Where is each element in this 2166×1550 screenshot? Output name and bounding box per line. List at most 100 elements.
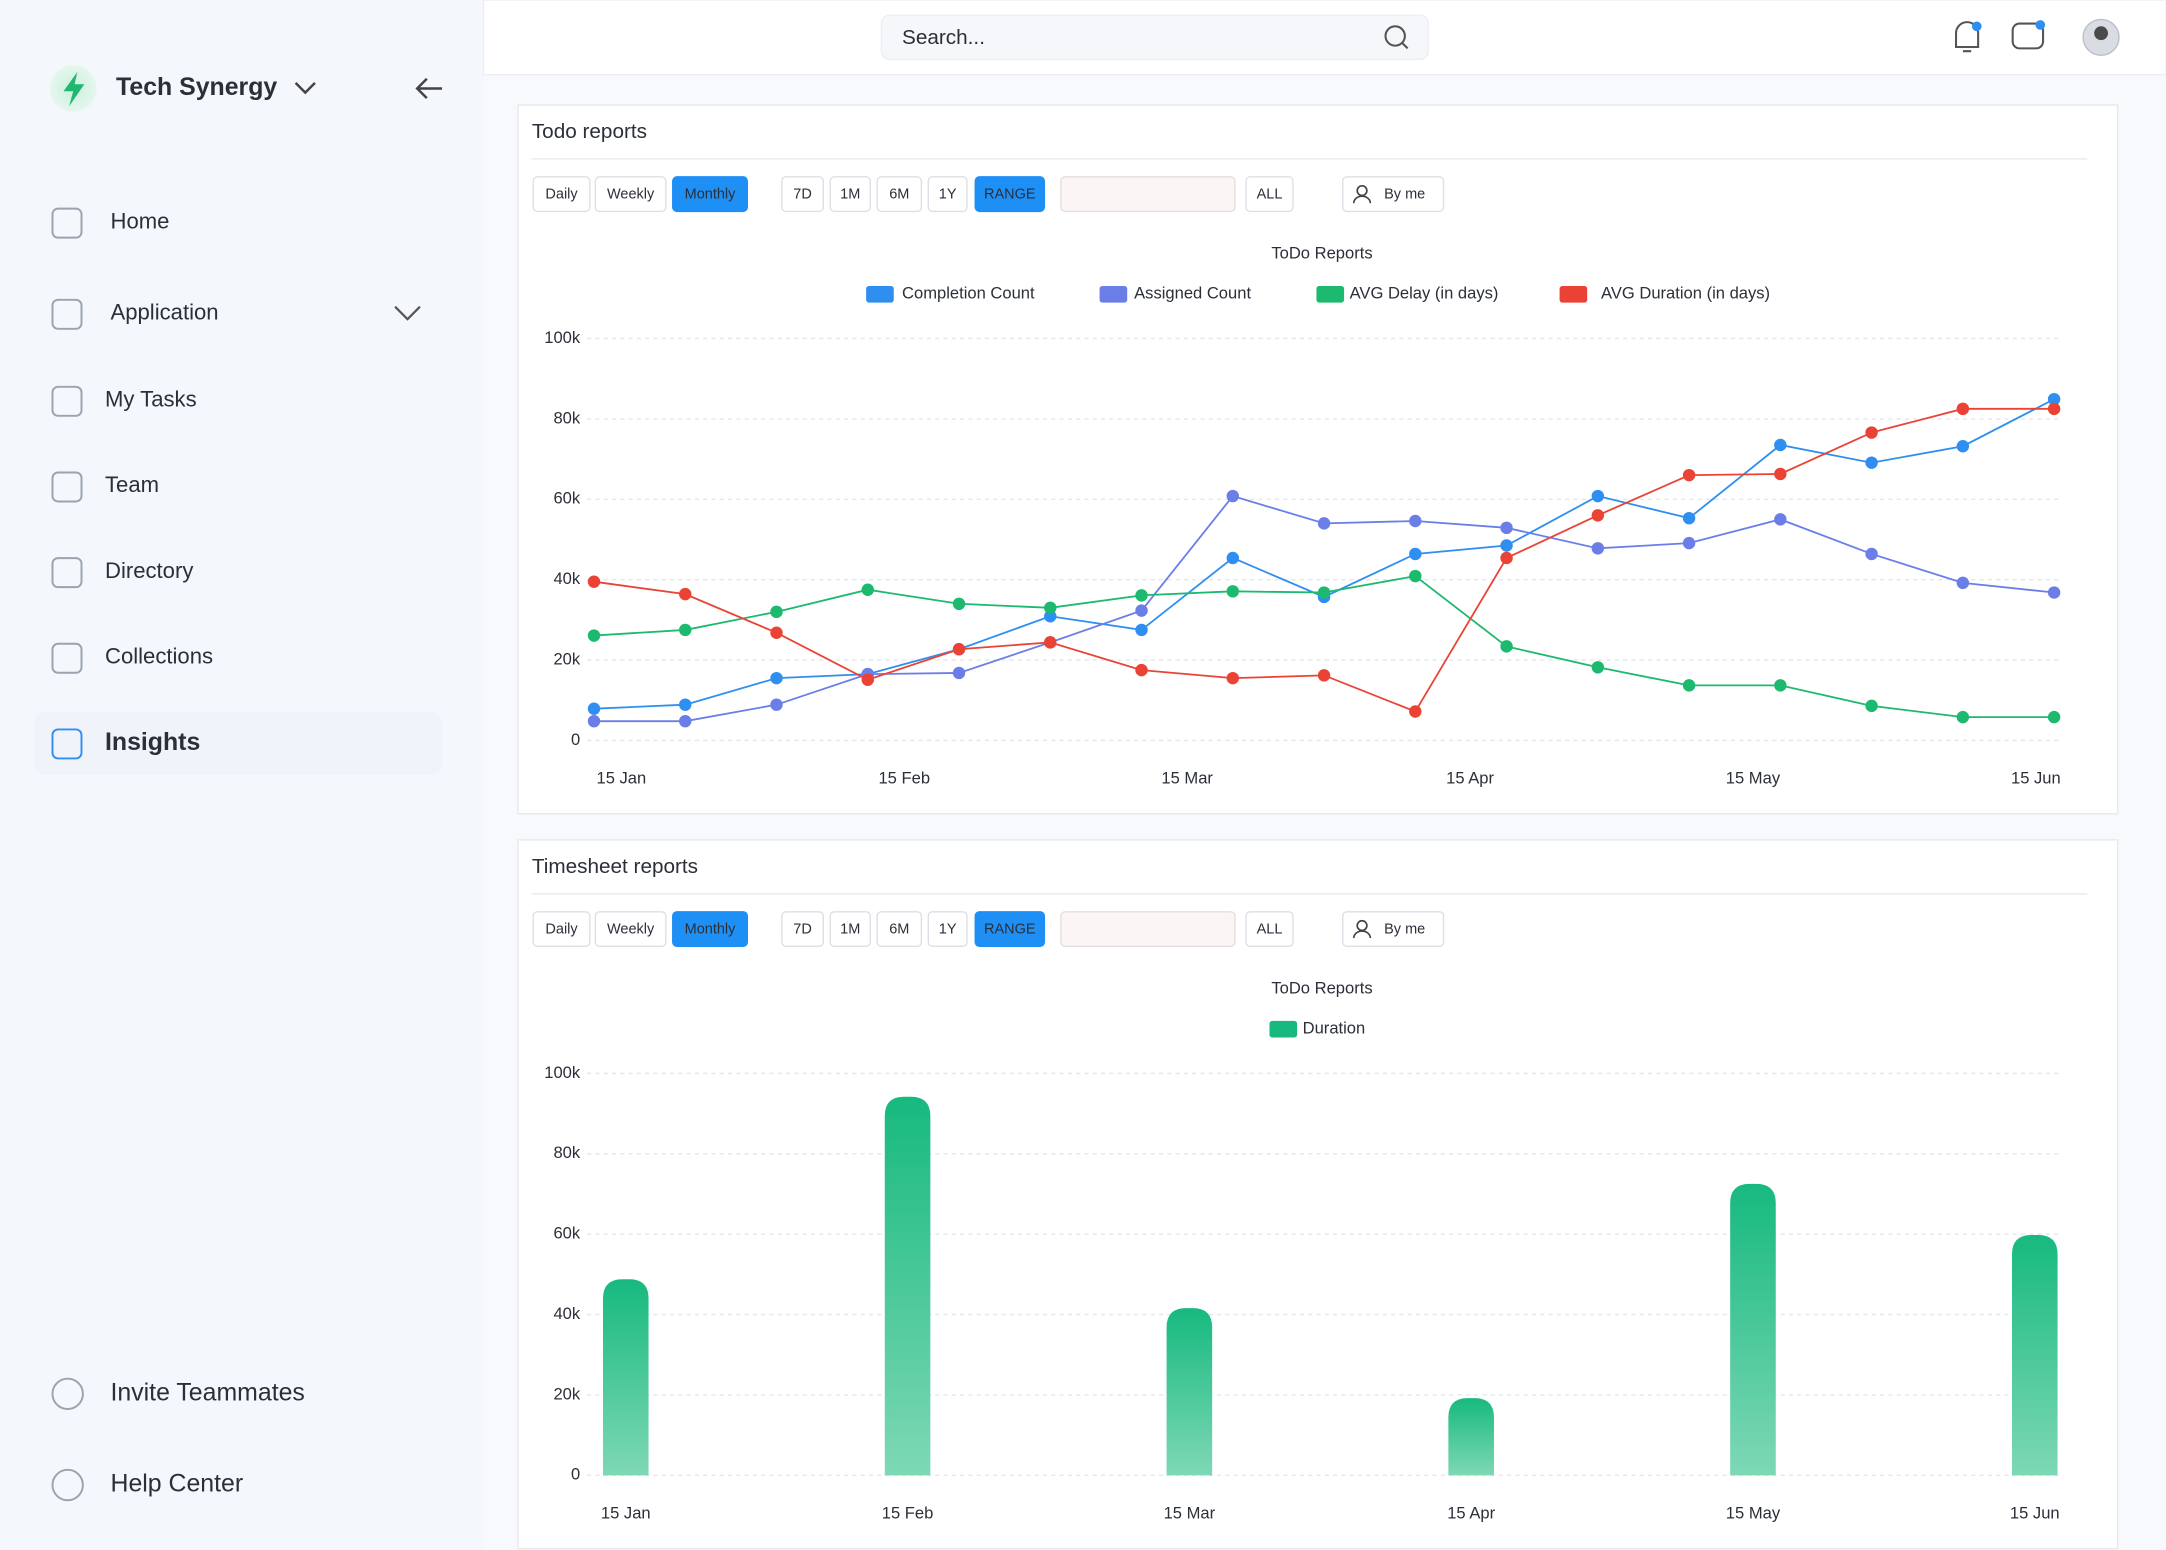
filter-button[interactable] [532,911,591,947]
data-point[interactable] [770,698,783,711]
filter-button[interactable] [1245,176,1294,213]
data-point[interactable] [2047,710,2061,724]
legend-swatch[interactable] [1559,285,1588,303]
data-point[interactable] [587,714,601,728]
data-point[interactable] [587,629,601,642]
application-chevron[interactable] [394,305,421,321]
messages[interactable] [2011,22,2045,50]
data-point[interactable] [952,642,966,656]
data-point[interactable] [679,698,692,711]
bar[interactable] [1448,1398,1494,1476]
data-point[interactable] [1317,586,1331,599]
bar[interactable] [602,1279,649,1476]
search-box[interactable] [880,14,1430,61]
data-point[interactable] [1865,456,1878,469]
data-point[interactable] [1409,569,1422,583]
data-point[interactable] [1682,536,1696,550]
data-point[interactable] [1226,551,1240,565]
range-input[interactable] [1060,911,1236,947]
data-point[interactable] [1044,601,1057,615]
filter-button[interactable] [927,176,968,213]
data-point[interactable] [1226,489,1240,503]
data-point[interactable] [1317,517,1331,530]
data-point[interactable] [1865,547,1878,561]
collapse-button[interactable] [415,77,443,100]
data-point[interactable] [1500,521,1513,535]
data-point[interactable] [1865,699,1878,713]
nav-item[interactable]: Directory [105,558,193,583]
data-point[interactable] [1409,547,1422,561]
brand-dropdown[interactable] [294,82,316,95]
data-point[interactable] [1500,551,1513,565]
bar[interactable] [2011,1234,2058,1476]
search-icon[interactable] [1384,25,1406,47]
owner-filter[interactable] [1342,176,1445,213]
filter-button[interactable] [974,176,1046,213]
data-point[interactable] [1135,604,1148,617]
data-point[interactable] [1135,623,1148,637]
data-point[interactable] [1409,705,1422,718]
data-point[interactable] [587,575,601,588]
legend-label[interactable]: Completion Count [902,284,1035,303]
filter-button[interactable] [876,176,923,213]
filter-button[interactable] [781,911,824,947]
range-input[interactable] [1060,176,1236,213]
data-point[interactable] [1226,671,1240,685]
data-point[interactable] [770,671,783,685]
data-point[interactable] [1226,585,1240,598]
data-point[interactable] [1500,539,1513,552]
data-point[interactable] [861,583,874,596]
data-point[interactable] [1956,576,1970,590]
bar[interactable] [1730,1183,1776,1476]
filter-button[interactable] [829,911,871,947]
data-point[interactable] [770,626,783,639]
data-point[interactable] [679,623,692,637]
data-point[interactable] [952,666,966,680]
filter-button[interactable] [672,911,749,947]
data-point[interactable] [1682,468,1696,482]
data-point[interactable] [1591,509,1605,522]
legend-label[interactable]: AVG Delay (in days) [1350,284,1499,303]
nav-item[interactable]: Insights [105,728,200,756]
data-point[interactable] [679,587,692,601]
data-point[interactable] [1135,589,1148,602]
data-point[interactable] [1774,438,1787,452]
footer-item[interactable]: Invite Teammates [111,1378,305,1406]
data-point[interactable] [1956,402,1970,416]
nav-item[interactable]: My Tasks [105,386,197,411]
legend-swatch[interactable] [1316,285,1345,303]
brand[interactable]: Tech Synergy [116,73,277,101]
bar[interactable] [884,1096,931,1476]
filter-button[interactable] [532,176,591,213]
data-point[interactable] [952,597,966,611]
notifications[interactable] [1954,21,1980,53]
filter-button[interactable] [594,911,667,947]
data-point[interactable] [1591,489,1605,503]
nav-item[interactable]: Collections [105,643,213,668]
data-point[interactable] [1044,636,1057,649]
legend-swatch[interactable] [1099,285,1128,303]
nav-item[interactable]: Application [111,299,219,324]
data-point[interactable] [1774,679,1787,692]
filter-button[interactable] [829,176,871,213]
data-point[interactable] [587,702,601,715]
data-point[interactable] [861,673,874,686]
data-point[interactable] [2047,392,2061,406]
data-point[interactable] [1682,679,1696,692]
data-point[interactable] [1682,511,1696,525]
data-point[interactable] [1774,467,1787,481]
filter-button[interactable] [594,176,667,213]
data-point[interactable] [1317,669,1331,682]
data-point[interactable] [1956,439,1970,453]
owner-filter[interactable] [1342,911,1445,947]
legend-label[interactable]: AVG Duration (in days) [1601,284,1770,303]
legend-label[interactable]: Duration [1303,1019,1366,1038]
legend-swatch[interactable] [1269,1020,1298,1038]
legend-swatch[interactable] [866,285,894,303]
filter-button[interactable] [1245,911,1294,947]
nav-item[interactable]: Home [111,208,170,233]
data-point[interactable] [1500,640,1513,653]
data-point[interactable] [1135,663,1148,677]
filter-button[interactable] [927,911,968,947]
filter-button[interactable] [876,911,923,947]
